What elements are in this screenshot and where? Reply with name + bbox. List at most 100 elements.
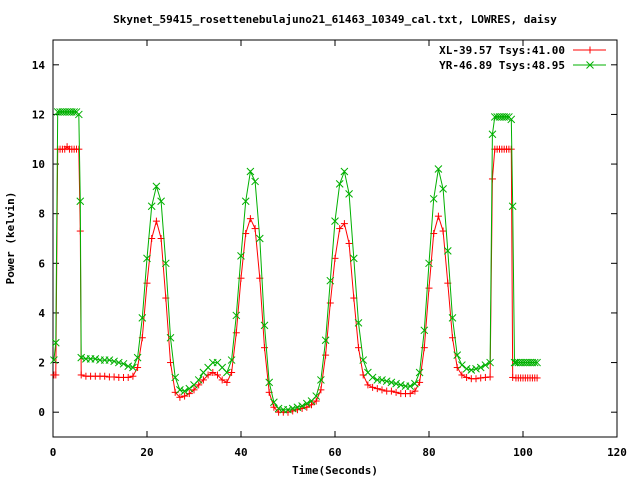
data-point: [481, 361, 490, 369]
data-point: [425, 259, 433, 268]
x-tick-label: 20: [140, 446, 153, 459]
data-point: [298, 402, 306, 410]
data-point: [223, 378, 231, 386]
data-point: [349, 254, 358, 263]
data-point: [312, 397, 320, 405]
data-point: [331, 217, 339, 225]
data-point: [420, 326, 429, 335]
data-point: [241, 197, 250, 206]
data-point: [472, 375, 480, 383]
data-point: [387, 387, 395, 395]
x-tick-label: 120: [607, 446, 627, 459]
data-point: [148, 235, 156, 242]
data-point: [76, 197, 85, 206]
data-point: [265, 378, 274, 387]
data-point: [355, 344, 362, 352]
data-point: [443, 247, 452, 255]
data-point: [369, 383, 377, 391]
data-point: [321, 336, 330, 345]
data-point: [510, 358, 519, 367]
data-point: [533, 358, 541, 367]
data-point: [161, 259, 170, 268]
data-point: [463, 373, 471, 381]
data-point: [52, 371, 60, 379]
data-point: [502, 113, 511, 121]
data-point: [335, 180, 344, 188]
legend-label: XL-39.57 Tsys:41.00: [439, 44, 565, 57]
data-point: [171, 373, 180, 382]
data-point: [462, 364, 471, 373]
data-point: [274, 404, 283, 413]
data-point: [317, 386, 325, 394]
data-point: [439, 185, 447, 193]
data-point: [488, 130, 497, 139]
data-point: [101, 372, 109, 380]
data-point: [209, 368, 217, 376]
data-point: [232, 329, 240, 337]
legend: XL-39.57 Tsys:41.00 YR-46.89 Tsys:48.95: [439, 44, 606, 72]
data-point: [91, 354, 100, 363]
y-tick-label: 2: [38, 357, 45, 370]
series-line: [53, 145, 538, 413]
y-tick-label: 12: [32, 108, 45, 121]
data-point: [119, 359, 128, 368]
y-tick-label: 4: [38, 307, 45, 320]
x-tick-label: 40: [234, 446, 247, 459]
data-point: [415, 368, 424, 377]
data-point: [326, 276, 335, 285]
y-axis-label: Power (kelvin): [4, 192, 17, 285]
data-point: [228, 368, 236, 376]
data-point: [181, 392, 189, 400]
data-point: [453, 351, 462, 359]
data-point: [176, 393, 184, 401]
data-point: [387, 378, 396, 387]
data-point: [260, 321, 269, 330]
data-point: [354, 319, 363, 327]
data-point: [227, 356, 236, 364]
data-point: [199, 376, 207, 384]
x-tick-label: 100: [513, 446, 533, 459]
data-point: [530, 358, 539, 367]
data-point: [368, 373, 377, 382]
y-tick-label: 0: [38, 406, 45, 419]
chart-title: Skynet_59415_rosettenebulajuno21_61463_1…: [113, 13, 557, 26]
data-point: [246, 167, 255, 176]
data-point: [105, 356, 114, 364]
data-point: [458, 361, 466, 369]
data-point: [322, 351, 330, 359]
data-point: [166, 333, 175, 342]
data-point: [270, 403, 278, 411]
data-point: [302, 399, 311, 408]
data-point: [138, 314, 147, 322]
data-point: [251, 225, 259, 233]
data-point: [429, 194, 438, 203]
data-point: [448, 314, 457, 322]
data-point: [392, 379, 400, 388]
data-point: [110, 357, 118, 366]
x-axis-label: Time(Seconds): [292, 464, 378, 477]
data-point: [508, 202, 517, 211]
data-point: [340, 220, 348, 228]
data-point: [134, 364, 142, 372]
data-point: [237, 274, 245, 282]
data-point: [133, 353, 142, 362]
series-0: [50, 143, 541, 416]
data-point: [467, 366, 476, 374]
data-point: [326, 299, 334, 307]
data-point: [237, 252, 245, 260]
data-point: [406, 390, 414, 398]
data-point: [147, 202, 156, 211]
series-1: [50, 108, 541, 414]
data-point: [232, 311, 241, 320]
data-point: [77, 371, 85, 379]
data-point: [411, 387, 419, 395]
data-point: [270, 398, 278, 407]
y-tick-label: 8: [38, 208, 45, 221]
data-point: [373, 385, 381, 393]
data-point: [124, 362, 133, 371]
y-tick-label: 14: [32, 59, 46, 72]
data-point: [434, 212, 442, 220]
data-point: [114, 358, 123, 367]
y-tick-label: 10: [32, 158, 45, 171]
data-point: [486, 358, 494, 367]
